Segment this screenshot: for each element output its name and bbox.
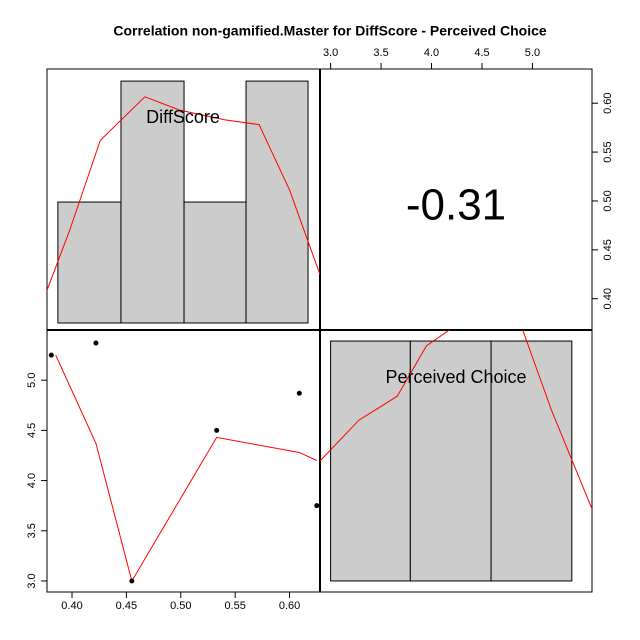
hist-bar [120,80,185,324]
x2-tick-label: 3.0 [323,47,338,59]
x-tick-label: 0.50 [170,600,191,612]
hist-bar [409,340,492,582]
scatter-point [129,578,135,584]
smooth-line [55,354,317,583]
y2-tick-label: 0.55 [602,141,614,162]
density-curve [320,330,592,510]
x2-tick-label: 3.5 [373,47,388,59]
y2-tick-label: 0.60 [602,93,614,114]
hist-bar [245,80,309,324]
hist-bar [330,340,411,582]
x2-tick-label: 5.0 [525,47,540,59]
hist-bar [490,340,573,582]
x2-tick-label: 4.5 [474,47,489,59]
axes: 0.40 0.45 0.50 0.55 0.60 3.0 3.5 4.0 4.5 5.0 3.0 3.… [26,47,614,612]
scatter-point [48,352,54,358]
y-tick-label: 4.5 [26,423,38,438]
y2-tick-label: 0.40 [602,288,614,309]
y-tick-label: 5.0 [26,373,38,388]
x-tick-label: 0.60 [279,600,300,612]
chart-title: Correlation non-gamified.Master for Diff… [113,23,547,39]
x2-tick-label: 4.0 [424,47,439,59]
y-tick-label: 3.0 [26,573,38,588]
y-tick-label: 4.0 [26,473,38,488]
x-tick-label: 0.40 [61,600,82,612]
y2-tick-label: 0.45 [602,239,614,260]
x-tick-label: 0.55 [224,600,245,612]
correlation: -0.31 [406,181,506,230]
y2-tick-label: 0.50 [602,190,614,211]
scatter-point [214,427,220,433]
scatter-point [296,390,302,396]
scatter-point [314,503,320,509]
hist-bar [183,201,247,324]
y-tick-label: 3.5 [26,523,38,538]
variable-label: Perceived Choice [385,367,526,387]
scatter-point [93,340,99,346]
x-tick-label: 0.45 [116,600,137,612]
variable-label: DiffScore [146,107,220,127]
density-curve [47,96,320,291]
hist-bar [57,201,122,324]
